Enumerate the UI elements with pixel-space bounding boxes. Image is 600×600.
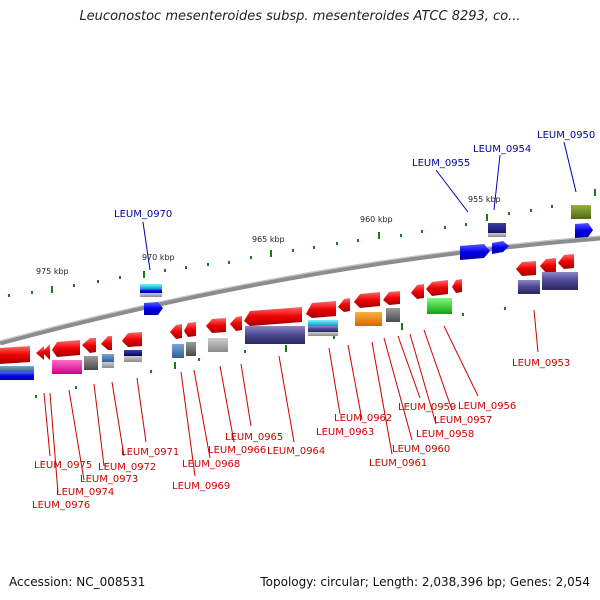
gene-label-leum-0976[interactable]: LEUM_0976: [32, 500, 90, 511]
scale-label-975: 975 kbp: [36, 267, 69, 276]
gene-label-leum-0973[interactable]: LEUM_0973: [80, 474, 138, 485]
upper-genes: [140, 205, 593, 315]
gene-label-leum-0969[interactable]: LEUM_0969: [172, 481, 230, 492]
gene-0970-blue: [140, 289, 162, 293]
gene-label-leum-0960[interactable]: LEUM_0960: [392, 444, 450, 455]
gene-label-leum-0956[interactable]: LEUM_0956: [458, 401, 516, 412]
gene-label-leum-0953[interactable]: LEUM_0953: [512, 358, 570, 369]
gene-label-leum-0957[interactable]: LEUM_0957: [434, 415, 492, 426]
gene-label-leum-0958[interactable]: LEUM_0958: [416, 429, 474, 440]
gene-label-leum-0971[interactable]: LEUM_0971: [121, 447, 179, 458]
gene-0950b: [575, 223, 593, 238]
gene-0969: [144, 302, 163, 315]
gene-label-leum-0975[interactable]: LEUM_0975: [34, 460, 92, 471]
gene-0970-cyan: [140, 284, 162, 289]
map-title: Leuconostoc mesenteroides subsp. mesente…: [79, 9, 521, 24]
scale-label-960: 960 kbp: [360, 215, 393, 224]
gene-label-leum-0961[interactable]: LEUM_0961: [369, 458, 427, 469]
gene-label-leum-0964[interactable]: LEUM_0964: [267, 446, 325, 457]
accession-text: Accession: NC_008531: [9, 575, 146, 589]
gene-0955: [460, 244, 490, 260]
gene-0950-olive: [571, 205, 591, 219]
gene-label-leum-0974[interactable]: LEUM_0974: [56, 487, 114, 498]
gene-label-leum-0963[interactable]: LEUM_0963: [316, 427, 374, 438]
gene-label-leum-0970[interactable]: LEUM_0970: [114, 209, 172, 220]
scale-ticks: [8, 189, 596, 297]
gene-0954-grey: [488, 233, 506, 237]
red-genes: [0, 254, 574, 364]
gene-label-leum-0955[interactable]: LEUM_0955: [412, 158, 470, 169]
gene-label-leum-0966[interactable]: LEUM_0966: [208, 445, 266, 456]
lower-genes: [0, 272, 578, 380]
gene-label-leum-0965[interactable]: LEUM_0965: [225, 432, 283, 443]
inner-ticks: [35, 307, 506, 398]
gene-0970-grey: [140, 293, 162, 297]
gene-label-leum-0959[interactable]: LEUM_0959: [398, 402, 456, 413]
genome-backbone: [0, 235, 600, 346]
scale-label-970: 970 kbp: [142, 253, 175, 262]
scale-label-955: 955 kbp: [468, 195, 501, 204]
gene-label-leum-0968[interactable]: LEUM_0968: [182, 459, 240, 470]
scale-label-965: 965 kbp: [252, 235, 285, 244]
genome-stats-text: Topology: circular; Length: 2,038,396 bp…: [260, 575, 590, 589]
gene-label-leum-0962[interactable]: LEUM_0962: [334, 413, 392, 424]
leader-lines: [43, 141, 577, 494]
gene-label-leum-0954[interactable]: LEUM_0954: [473, 144, 531, 155]
gene-label-leum-0972[interactable]: LEUM_0972: [98, 462, 156, 473]
gene-0954b: [492, 241, 509, 254]
gene-label-leum-0950[interactable]: LEUM_0950: [537, 130, 595, 141]
